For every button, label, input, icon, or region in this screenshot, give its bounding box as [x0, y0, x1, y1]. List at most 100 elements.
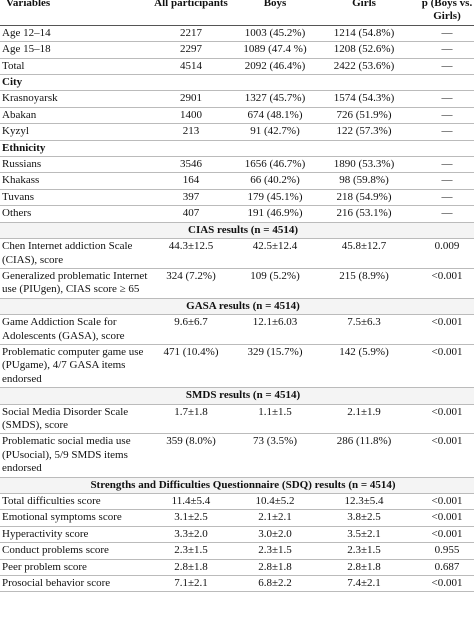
cell: 286 (11.8%): [320, 433, 408, 478]
cell: —: [408, 107, 474, 125]
section-label: Ethnicity: [0, 140, 474, 158]
cell: 1656 (46.7%): [230, 156, 320, 174]
cell: 42.5±12.4: [230, 238, 320, 269]
cell: 1890 (53.3%): [320, 156, 408, 174]
cell: —: [408, 189, 474, 207]
row-label: Chen Internet addiction Scale (CIAS), sc…: [0, 238, 152, 269]
cell: 1327 (45.7%): [230, 90, 320, 108]
cell: 2.8±1.8: [230, 559, 320, 577]
row-label: Total: [0, 58, 152, 76]
table-row: Chen Internet addiction Scale (CIAS), sc…: [0, 238, 474, 269]
cell: 1089 (47.4 %): [230, 41, 320, 59]
table-row: Hyperactivity score 3.3±2.0 3.0±2.0 3.5±2.1…: [0, 526, 474, 544]
cell: <0.001: [408, 493, 474, 511]
cell: 471 (10.4%): [152, 344, 230, 389]
cell: 12.3±5.4: [320, 493, 408, 511]
column-header: All participants: [152, 0, 230, 26]
table-row: Peer problem score 2.8±1.8 2.8±1.8 2.8±1.8 0…: [0, 559, 474, 577]
row-label: Social Media Disorder Scale (SMDS), scor…: [0, 404, 152, 435]
table-row: Total 4514 2092 (46.4%) 2422 (53.6%) —: [0, 58, 474, 76]
cell: 1574 (54.3%): [320, 90, 408, 108]
cell: 726 (51.9%): [320, 107, 408, 125]
row-label: Russians: [0, 156, 152, 174]
row-label: Prosocial behavior score: [0, 575, 152, 593]
table-row: Total difficulties score 11.4±5.4 10.4±5.2…: [0, 493, 474, 511]
table-row: CIAS results (n = 4514): [0, 222, 474, 240]
cell: 12.1±6.03: [230, 314, 320, 345]
row-label: Kyzyl: [0, 123, 152, 141]
row-label: Khakass: [0, 172, 152, 190]
cell: 6.8±2.2: [230, 575, 320, 593]
header-row: Variables All participants Boys Girls p (Boy…: [0, 0, 474, 26]
table-row: Krasnoyarsk 2901 1327 (45.7%) 1574 (54.3%) —: [0, 90, 474, 108]
table-row: SMDS results (n = 4514): [0, 387, 474, 405]
cell: 3546: [152, 156, 230, 174]
table-body: Age 12–14 2217 1003 (45.2%) 1214 (54.8%) — Ag…: [0, 25, 474, 593]
cell: 213: [152, 123, 230, 141]
cell: 142 (5.9%): [320, 344, 408, 389]
row-label: Peer problem score: [0, 559, 152, 577]
row-label: Generalized problematic Internet use (PI…: [0, 268, 152, 299]
cell: 1.1±1.5: [230, 404, 320, 435]
column-header: Boys: [230, 0, 320, 26]
row-label: Game Addiction Scale for Adolescents (GA…: [0, 314, 152, 345]
cell: 10.4±5.2: [230, 493, 320, 511]
cell: 45.8±12.7: [320, 238, 408, 269]
row-label: Others: [0, 205, 152, 223]
table-row: Emotional symptoms score 3.1±2.5 2.1±2.1 3.…: [0, 509, 474, 527]
cell: 9.6±6.7: [152, 314, 230, 345]
table-row: Strengths and Difficulties Questionnaire…: [0, 477, 474, 495]
cell: 1208 (52.6%): [320, 41, 408, 59]
cell: 122 (57.3%): [320, 123, 408, 141]
cell: <0.001: [408, 268, 474, 299]
cell: 3.0±2.0: [230, 526, 320, 544]
cell: 329 (15.7%): [230, 344, 320, 389]
cell: 73 (3.5%): [230, 433, 320, 478]
cell: 2.3±1.5: [320, 542, 408, 560]
cell: 4514: [152, 58, 230, 76]
cell: 0.009: [408, 238, 474, 269]
cell: 3.1±2.5: [152, 509, 230, 527]
section-heading: SMDS results (n = 4514): [0, 387, 474, 405]
cell: —: [408, 123, 474, 141]
row-label: Hyperactivity score: [0, 526, 152, 544]
cell: 2422 (53.6%): [320, 58, 408, 76]
cell: —: [408, 156, 474, 174]
cell: 2297: [152, 41, 230, 59]
row-label: Conduct problems score: [0, 542, 152, 560]
cell: 2217: [152, 25, 230, 43]
cell: 407: [152, 205, 230, 223]
cell: <0.001: [408, 433, 474, 478]
cell: 191 (46.9%): [230, 205, 320, 223]
column-header: Variables: [0, 0, 152, 26]
cell: 1003 (45.2%): [230, 25, 320, 43]
cell: 2.1±1.9: [320, 404, 408, 435]
cell: 3.8±2.5: [320, 509, 408, 527]
table-row: Abakan 1400 674 (48.1%) 726 (51.9%) —: [0, 107, 474, 125]
cell: 2.3±1.5: [230, 542, 320, 560]
cell: —: [408, 58, 474, 76]
cell: 2.8±1.8: [152, 559, 230, 577]
cell: 2901: [152, 90, 230, 108]
row-label: Emotional symptoms score: [0, 509, 152, 527]
cell: <0.001: [408, 509, 474, 527]
cell: 179 (45.1%): [230, 189, 320, 207]
cell: 2092 (46.4%): [230, 58, 320, 76]
table-row: Age 15–18 2297 1089 (47.4 %) 1208 (52.6%) —: [0, 41, 474, 59]
section-heading: GASA results (n = 4514): [0, 298, 474, 316]
cell: 7.4±2.1: [320, 575, 408, 593]
row-label: Age 12–14: [0, 25, 152, 43]
cell: 2.8±1.8: [320, 559, 408, 577]
cell: 7.1±2.1: [152, 575, 230, 593]
cell: 11.4±5.4: [152, 493, 230, 511]
cell: —: [408, 41, 474, 59]
cell: 3.5±2.1: [320, 526, 408, 544]
cell: 91 (42.7%): [230, 123, 320, 141]
table-row: Others 407 191 (46.9%) 216 (53.1%) —: [0, 205, 474, 223]
table-row: Russians 3546 1656 (46.7%) 1890 (53.3%) —: [0, 156, 474, 174]
cell: 98 (59.8%): [320, 172, 408, 190]
table-row: Prosocial behavior score 7.1±2.1 6.8±2.2 7.…: [0, 575, 474, 593]
cell: 218 (54.9%): [320, 189, 408, 207]
results-table: Variables All participants Boys Girls p (Boy…: [0, 0, 474, 593]
table-row: Generalized problematic Internet use (PI…: [0, 268, 474, 299]
